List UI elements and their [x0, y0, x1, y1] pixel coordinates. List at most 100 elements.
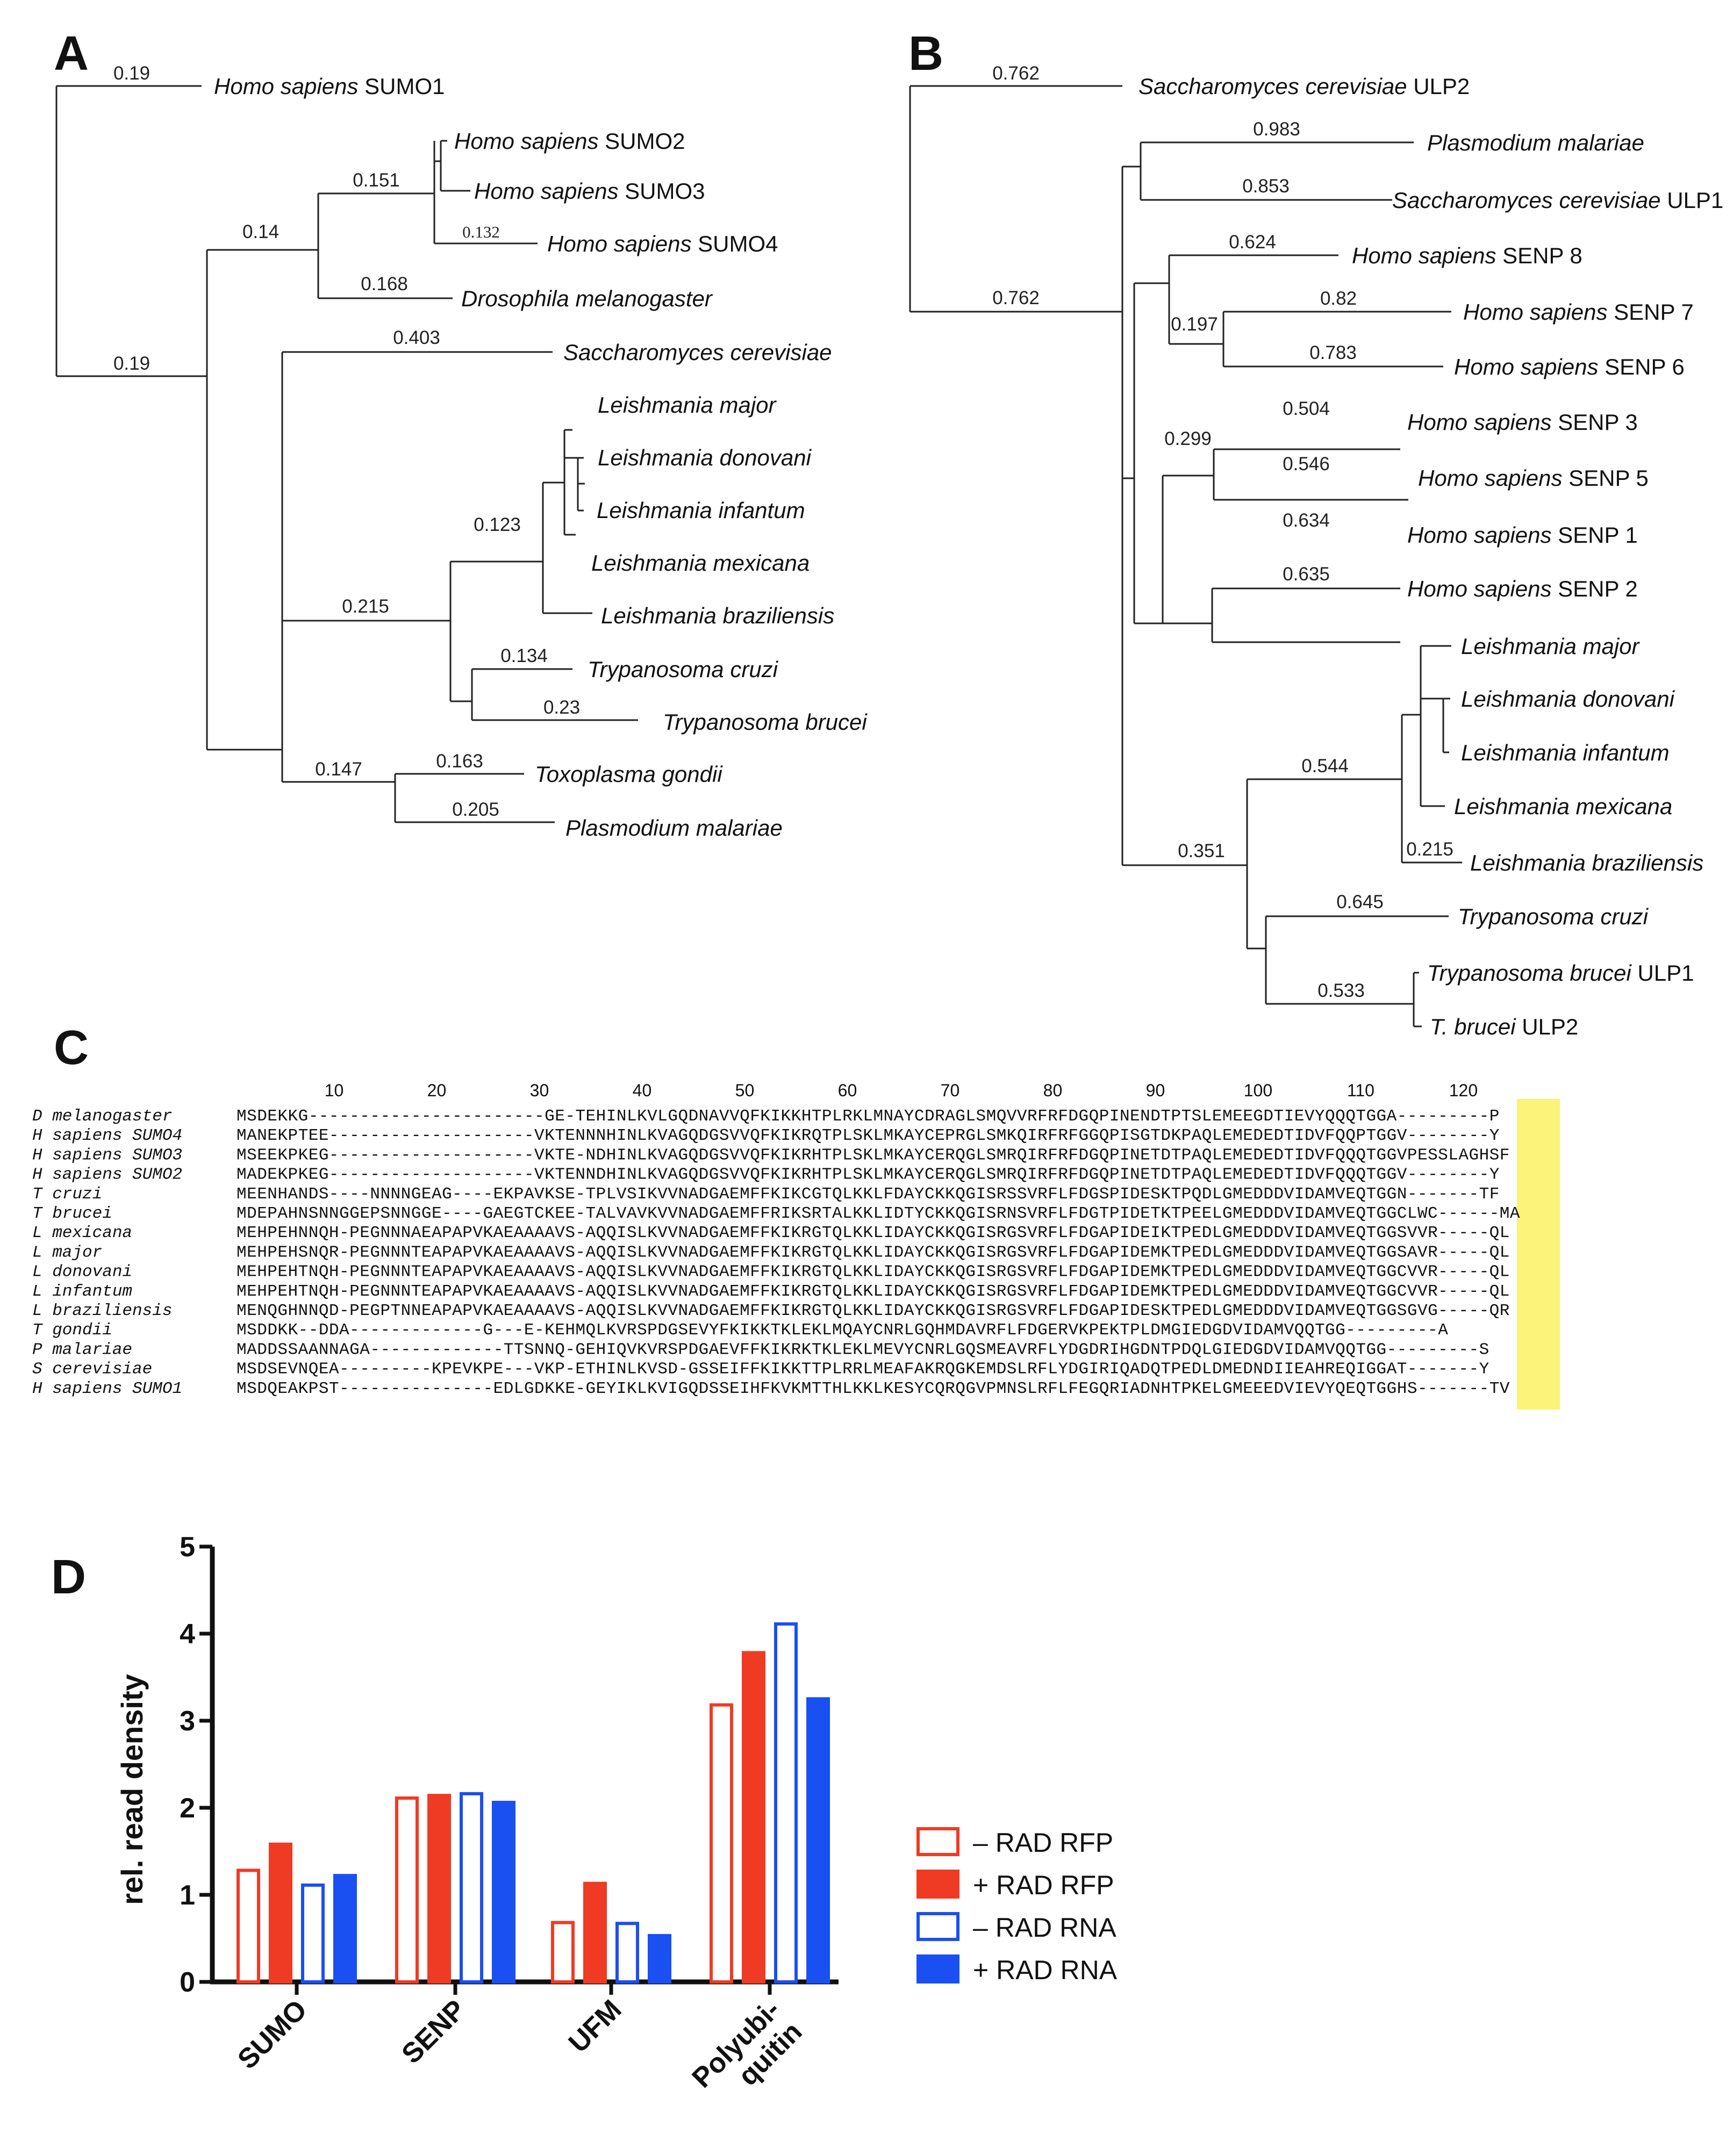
y-tick-label: 0 [180, 1967, 195, 1998]
tree-a-leaf: Leishmania braziliensis [601, 603, 834, 628]
alignment-sequence: MADEKPKEG--------------------VKTENNDHINL… [237, 1166, 1500, 1184]
legend-label: + RAD RFP [973, 1870, 1114, 1900]
legend-label: – RAD RNA [973, 1913, 1116, 1943]
tree-b-leaf: Homo sapiens SENP 5 [1418, 465, 1649, 491]
ruler-tick: 50 [735, 1081, 755, 1100]
tree-a-branch-label: 0.23 [543, 697, 580, 718]
tree-b-branch-label: 0.533 [1317, 980, 1365, 1001]
tree-b-branch-label: 0.197 [1171, 314, 1218, 335]
tree-b-branch-label: 0.634 [1283, 510, 1330, 531]
tree-b-branch-label: 0.783 [1309, 342, 1357, 363]
alignment-sequence: MDEPAHNSNNGGEPSNNGGE----GAEGTCKEE-TALVAV… [237, 1204, 1520, 1223]
bar [774, 1622, 798, 1983]
tree-b-leaf: Leishmania mexicana [1454, 794, 1672, 819]
tree-b-branch-label: 0.82 [1320, 288, 1357, 309]
alignment-species: L braziliensis [32, 1302, 172, 1320]
alignment-sequence: MSDQEAKPST---------------EDLGDKKE-GEYIKL… [237, 1379, 1510, 1398]
bar [492, 1801, 515, 1984]
chart-bars [237, 1622, 830, 1984]
bar [806, 1697, 830, 1983]
tree-a-leaf: Trypanosoma cruzi [588, 657, 779, 682]
tree-a-branch-label: 0.168 [361, 274, 408, 294]
ruler-tick: 120 [1449, 1081, 1478, 1100]
y-tick-label: 2 [180, 1793, 195, 1824]
tree-b-leaf: Leishmania infantum [1461, 740, 1670, 765]
tree-b-branch-label: 0.544 [1301, 756, 1349, 777]
legend-label: – RAD RFP [973, 1828, 1113, 1858]
alignment-species: L infantum [32, 1282, 132, 1301]
bar [395, 1796, 419, 1983]
tree-b-branch-label: 0.215 [1406, 839, 1453, 860]
tree-a-leaf: Leishmania infantum [597, 498, 805, 523]
alignment-species: T cruzi [32, 1185, 102, 1204]
tree-a-leaf: Saccharomyces cerevisiae [563, 340, 832, 365]
tree-a-leaf: Homo sapiens SUMO2 [454, 128, 685, 154]
ruler-tick: 80 [1043, 1081, 1063, 1100]
alignment-sequence: MSDEKKG-----------------------GE-TEHINLK… [237, 1107, 1499, 1126]
panel-label-b: B [908, 27, 943, 81]
tree-a-branch-label: 0.215 [342, 596, 389, 617]
senp-tree: 0.762 0.983 0.853 0.624 0.762 0.82 0.197… [909, 63, 1723, 1039]
bar [237, 1868, 260, 1983]
qtgg-motif-highlight [1517, 1099, 1560, 1410]
panel-label-a: A [54, 27, 89, 81]
tree-b-leaf: Homo sapiens SENP 1 [1407, 522, 1638, 548]
tree-b-leaf: Leishmania donovani [1461, 686, 1675, 712]
tree-a-leaf: Drosophila melanogaster [461, 286, 713, 311]
alignment-species: L donovani [32, 1263, 132, 1282]
bar [710, 1703, 733, 1984]
tree-b-branch-label: 0.299 [1164, 428, 1212, 449]
alignment-sequence: MADDSSAANNAGA-------------TTSNNQ-GEHIQVK… [237, 1340, 1489, 1359]
sumo-tree: 0.19 0.151 0.14 0.132 0.168 0.19 0.403 0… [55, 63, 868, 840]
ruler-tick: 60 [838, 1081, 857, 1100]
panel-label-c: C [54, 1021, 89, 1075]
y-tick-label: 5 [180, 1532, 195, 1563]
tree-a-branch-label: 0.147 [315, 759, 362, 780]
tree-b-leaf: Trypanosoma brucei ULP1 [1427, 960, 1694, 986]
tree-a-branch-label: 0.19 [113, 63, 150, 84]
tree-a-branch-label: 0.19 [113, 353, 150, 374]
tree-b-leaf: Saccharomyces cerevisiae ULP1 [1392, 188, 1723, 213]
tree-b-leaf: Plasmodium malariae [1427, 130, 1644, 155]
tree-b-leaf: Saccharomyces cerevisiae ULP2 [1138, 74, 1470, 99]
panel-label-d: D [51, 1550, 86, 1604]
tree-b-branches [909, 85, 1462, 1027]
legend-swatch [916, 1827, 959, 1856]
alignment-species: H sapiens SUMO2 [32, 1166, 182, 1184]
sumo-alignment: 10 20 30 40 50 60 70 80 90 100 110 120 D melanogast… [32, 1081, 1560, 1410]
tree-b-branch-label: 0.546 [1283, 454, 1330, 475]
bar [615, 1922, 639, 1983]
tree-a-leaf: Plasmodium malariae [565, 815, 783, 840]
ruler-tick: 70 [941, 1081, 960, 1100]
tree-b-branch-label: 0.983 [1253, 119, 1300, 140]
alignment-species: H sapiens SUMO3 [32, 1146, 182, 1165]
alignment-sequence: MEENHANDS----NNNNGEAG----EKPAVKSE-TPLVSI… [237, 1185, 1499, 1204]
tree-a-branch-label: 0.151 [353, 170, 400, 191]
tree-b-branch-label: 0.624 [1229, 232, 1276, 253]
tree-b-branch-label: 0.762 [992, 288, 1040, 308]
tree-a-branch-label: 0.163 [436, 751, 483, 772]
category-label: UFM [563, 1994, 628, 2059]
bar [333, 1874, 357, 1984]
y-tick-label: 3 [180, 1706, 195, 1737]
bar [551, 1921, 575, 1984]
ruler-tick: 90 [1146, 1081, 1165, 1100]
tree-a-branch-label: 0.403 [393, 327, 440, 348]
tree-b-leaf: Homo sapiens SENP 7 [1463, 299, 1694, 325]
chart-categories: SUMO SENP UFM Polyubi-quitin [232, 1982, 808, 2116]
tree-b-branch-label: 0.351 [1178, 840, 1225, 861]
alignment-species: T gondii [32, 1321, 112, 1340]
tree-a-branch-label: 0.134 [500, 645, 548, 666]
alignment-sequence: MEHPEHSNQR-PEGNNNTEAPAPVKAEAAAAVS-AQQISL… [237, 1243, 1509, 1262]
alignment-species: L mexicana [32, 1224, 132, 1242]
bar [427, 1794, 451, 1984]
category-label: Polyubi-quitin [686, 1994, 808, 2116]
alignment-sequence: MSDDKK--DDA-------------G---E-KEHMQLKVRS… [237, 1321, 1448, 1340]
alignment-ruler: 10 20 30 40 50 60 70 80 90 100 110 120 [325, 1081, 1478, 1100]
tree-a-leaf: Trypanosoma brucei [663, 709, 868, 735]
y-tick-label: 1 [180, 1880, 195, 1911]
alignment-species: P malariae [32, 1340, 132, 1359]
legend-swatch [916, 1954, 959, 1983]
tree-b-leaf: T. brucei ULP2 [1430, 1014, 1578, 1039]
alignment-species: H sapiens SUMO4 [32, 1126, 182, 1145]
